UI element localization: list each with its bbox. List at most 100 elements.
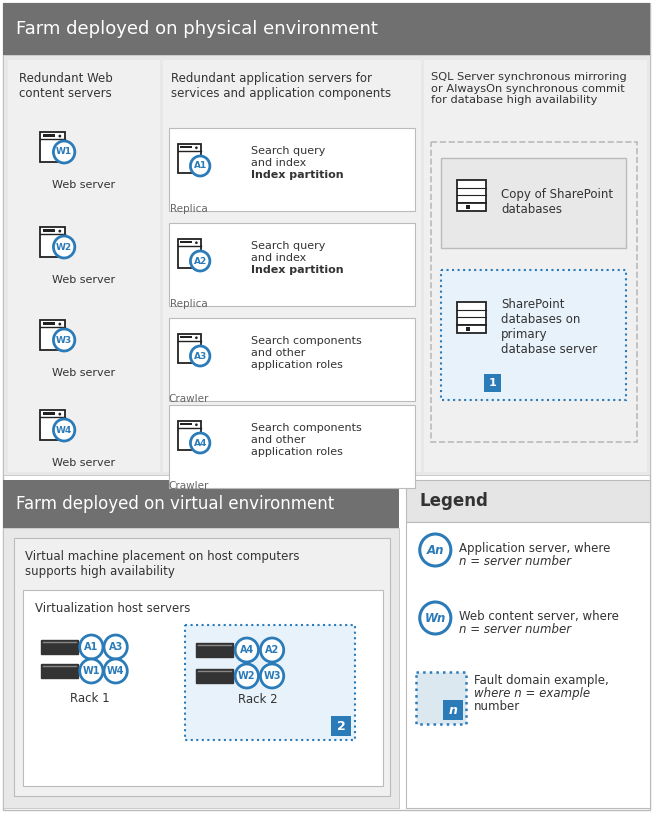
- Circle shape: [420, 534, 451, 566]
- Text: Crawler: Crawler: [168, 481, 209, 491]
- FancyBboxPatch shape: [457, 203, 486, 211]
- Text: A2: A2: [194, 256, 207, 266]
- FancyBboxPatch shape: [180, 241, 192, 243]
- FancyBboxPatch shape: [331, 716, 351, 736]
- FancyBboxPatch shape: [185, 625, 355, 740]
- Circle shape: [104, 635, 127, 659]
- Text: Web content server, where: Web content server, where: [458, 610, 618, 623]
- Text: Web server: Web server: [52, 275, 116, 285]
- FancyBboxPatch shape: [13, 538, 390, 796]
- Text: n: n: [448, 703, 457, 716]
- FancyBboxPatch shape: [423, 60, 647, 472]
- Text: W4: W4: [107, 666, 124, 676]
- Text: An: An: [427, 544, 444, 557]
- FancyBboxPatch shape: [3, 3, 650, 810]
- FancyBboxPatch shape: [169, 405, 415, 488]
- Circle shape: [58, 413, 61, 415]
- Text: Index partition: Index partition: [251, 265, 343, 275]
- Circle shape: [80, 659, 103, 683]
- FancyBboxPatch shape: [457, 180, 486, 203]
- Circle shape: [190, 346, 210, 366]
- Text: where n = example: where n = example: [474, 687, 590, 700]
- FancyBboxPatch shape: [43, 229, 55, 232]
- Text: Search query: Search query: [251, 146, 325, 156]
- FancyBboxPatch shape: [441, 158, 626, 248]
- Text: Copy of SharePoint
databases: Copy of SharePoint databases: [501, 188, 614, 216]
- FancyBboxPatch shape: [3, 480, 399, 528]
- FancyBboxPatch shape: [3, 3, 650, 55]
- Text: Legend: Legend: [420, 492, 489, 510]
- Circle shape: [54, 419, 75, 441]
- Text: Search components: Search components: [251, 336, 362, 346]
- Text: application roles: application roles: [251, 447, 343, 457]
- FancyBboxPatch shape: [3, 528, 399, 808]
- FancyBboxPatch shape: [466, 327, 470, 332]
- FancyBboxPatch shape: [180, 423, 192, 425]
- Circle shape: [195, 146, 198, 149]
- Text: Rack 2: Rack 2: [238, 693, 278, 706]
- FancyBboxPatch shape: [180, 146, 192, 148]
- FancyBboxPatch shape: [41, 664, 78, 678]
- FancyBboxPatch shape: [178, 420, 201, 450]
- FancyBboxPatch shape: [406, 480, 650, 522]
- Circle shape: [195, 241, 198, 244]
- Text: SQL Server synchronous mirroring
or AlwaysOn synchronous commit
for database hig: SQL Server synchronous mirroring or Alwa…: [431, 72, 627, 105]
- Circle shape: [190, 251, 210, 271]
- FancyBboxPatch shape: [443, 700, 462, 720]
- Circle shape: [58, 135, 61, 137]
- Text: A4: A4: [240, 645, 254, 655]
- Text: Web server: Web server: [52, 368, 116, 378]
- Text: Index partition: Index partition: [251, 170, 343, 180]
- Text: W1: W1: [56, 147, 72, 156]
- Text: 2: 2: [337, 720, 345, 733]
- Text: W4: W4: [56, 425, 73, 434]
- Circle shape: [54, 141, 75, 163]
- Text: Virtual machine placement on host computers
supports high availability: Virtual machine placement on host comput…: [26, 550, 300, 578]
- FancyBboxPatch shape: [178, 333, 201, 363]
- Text: Virtualization host servers: Virtualization host servers: [35, 602, 190, 615]
- Text: Replica: Replica: [169, 204, 208, 214]
- FancyBboxPatch shape: [180, 336, 192, 338]
- FancyBboxPatch shape: [169, 318, 415, 401]
- FancyBboxPatch shape: [196, 643, 233, 657]
- Text: A1: A1: [194, 162, 207, 171]
- FancyBboxPatch shape: [3, 55, 650, 475]
- Circle shape: [195, 337, 198, 339]
- Text: Search query: Search query: [251, 241, 325, 251]
- Circle shape: [190, 433, 210, 453]
- FancyBboxPatch shape: [178, 144, 201, 172]
- Text: Wn: Wn: [425, 611, 446, 624]
- FancyBboxPatch shape: [169, 128, 415, 211]
- FancyBboxPatch shape: [40, 227, 65, 258]
- FancyBboxPatch shape: [457, 325, 486, 333]
- Circle shape: [195, 424, 198, 426]
- FancyBboxPatch shape: [41, 640, 78, 654]
- FancyBboxPatch shape: [466, 205, 470, 210]
- Circle shape: [420, 602, 451, 634]
- Circle shape: [54, 329, 75, 351]
- Text: and other: and other: [251, 348, 305, 358]
- Text: n = server number: n = server number: [458, 555, 571, 568]
- Text: Farm deployed on virtual environment: Farm deployed on virtual environment: [15, 495, 334, 513]
- Circle shape: [261, 664, 284, 688]
- Text: Farm deployed on physical environment: Farm deployed on physical environment: [15, 20, 378, 38]
- FancyBboxPatch shape: [406, 522, 650, 808]
- Text: Application server, where: Application server, where: [458, 542, 610, 555]
- Text: Crawler: Crawler: [168, 394, 209, 404]
- Text: W3: W3: [56, 336, 72, 345]
- Text: Web server: Web server: [52, 180, 116, 190]
- Text: and other: and other: [251, 435, 305, 445]
- Circle shape: [261, 638, 284, 662]
- Circle shape: [54, 236, 75, 258]
- Text: W2: W2: [238, 671, 255, 681]
- Text: 1: 1: [489, 378, 497, 388]
- Text: Fault domain example,: Fault domain example,: [474, 674, 609, 687]
- Text: W3: W3: [263, 671, 281, 681]
- FancyBboxPatch shape: [431, 142, 638, 442]
- Circle shape: [80, 635, 103, 659]
- Text: application roles: application roles: [251, 360, 343, 370]
- FancyBboxPatch shape: [457, 302, 486, 325]
- Text: Web server: Web server: [52, 458, 116, 468]
- FancyBboxPatch shape: [196, 669, 233, 683]
- Text: A3: A3: [108, 642, 123, 652]
